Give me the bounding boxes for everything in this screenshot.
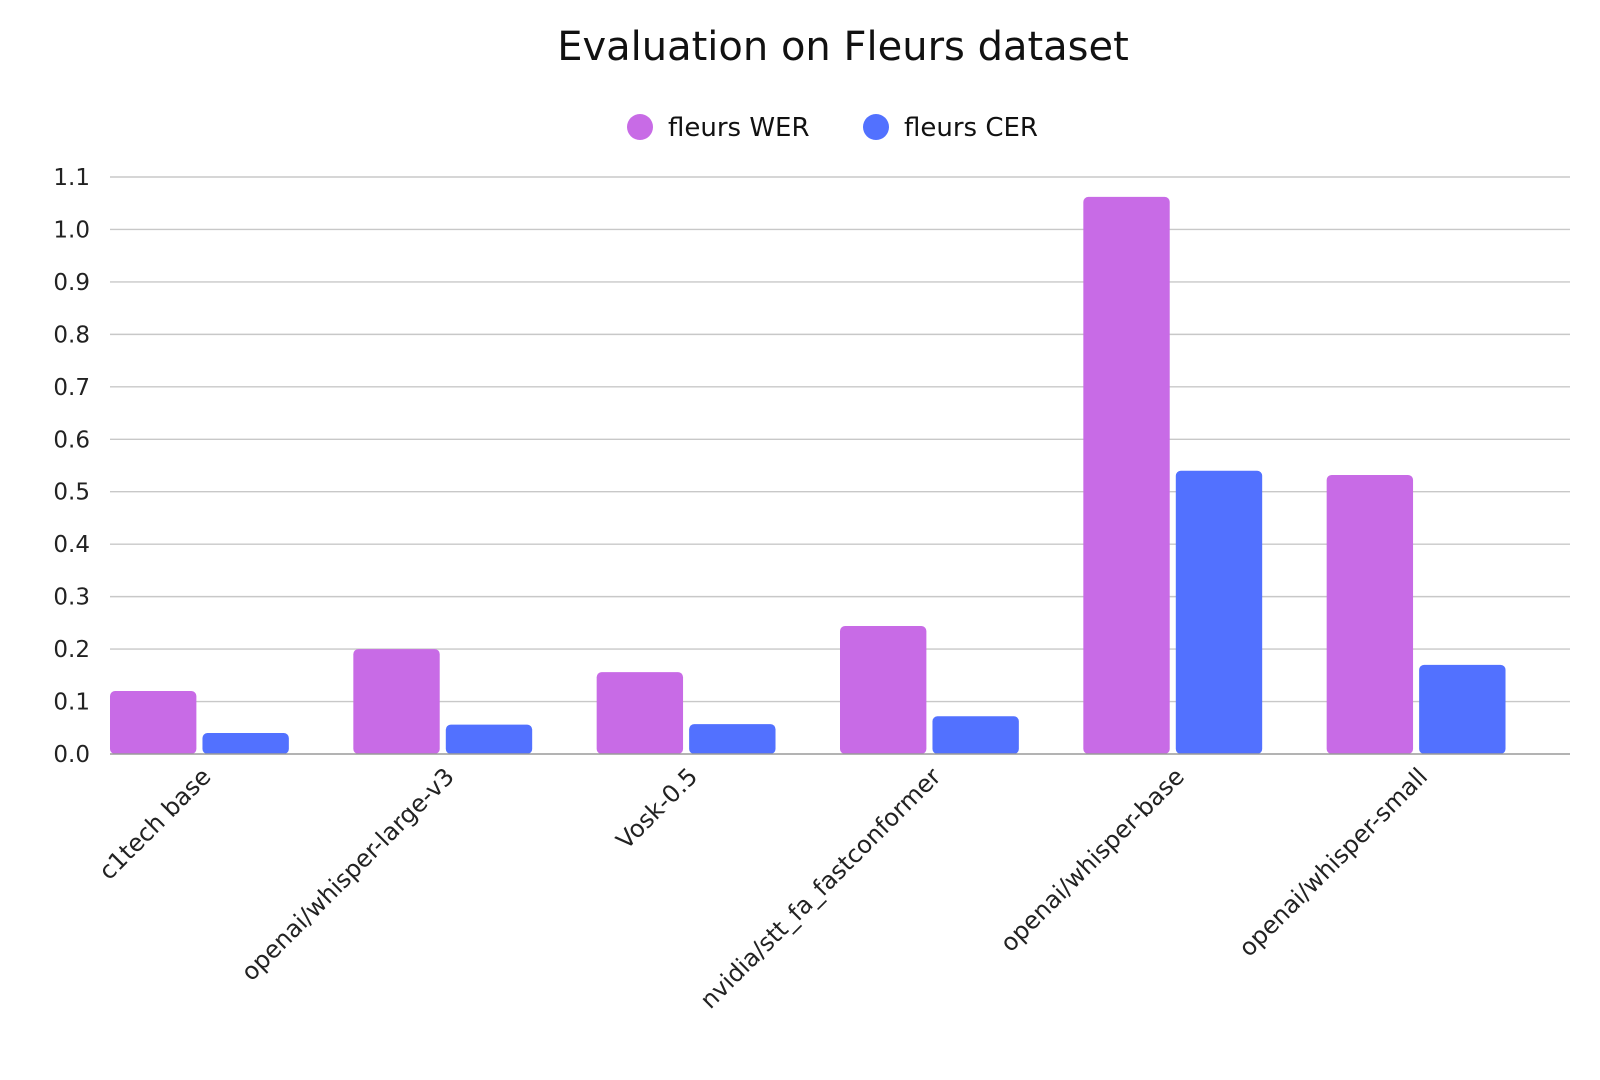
x-axis: c1tech base openai/whisper-large-v3 Vosk-0… [93,762,1433,1014]
bar-cer [1419,664,1506,754]
gridlines [110,176,1570,703]
bar-wer [1083,196,1170,754]
y-tick-label: 0.0 [53,742,90,768]
y-tick-label: 0.8 [53,322,90,348]
y-tick-label: 0.4 [53,532,90,558]
bar-wer [110,691,197,754]
x-tick-label: openai/whisper-small [1233,762,1433,962]
bar-cer [445,724,533,754]
y-tick-label: 0.9 [53,270,90,296]
legend: fleurs WER fleurs CER [627,113,1038,143]
chart-title: Evaluation on Fleurs dataset [557,24,1129,70]
x-tick-label: openai/whisper-large-v3 [236,762,460,986]
bar-cer [932,716,1019,754]
y-tick-label: 0.6 [53,427,90,453]
y-tick-label: 1.0 [53,217,90,243]
bar-wer [840,626,927,754]
bars [110,196,1506,754]
y-tick-label: 0.1 [53,690,90,716]
x-tick-label: nvidia/stt_fa_fastconformer [695,762,947,1014]
bar-cer [689,724,776,754]
y-tick-label: 0.3 [53,585,90,611]
bar-wer [596,672,684,754]
x-tick-label: openai/whisper-base [995,762,1190,957]
y-tick-label: 0.2 [53,637,90,663]
legend-marker-cer [863,114,889,140]
bar-cer [1175,470,1263,754]
y-axis: 0.0 0.1 0.2 0.3 0.4 0.5 0.6 0.7 0.8 0.9 1.0 1.1 [53,165,90,768]
x-tick-label: c1tech base [93,762,216,885]
x-tick-label: Vosk-0.5 [611,762,703,854]
y-tick-label: 0.7 [53,375,90,401]
bar-wer [353,649,440,754]
legend-marker-wer [627,114,653,140]
legend-label-wer: fleurs WER [668,113,810,143]
bar-wer [1326,474,1414,754]
y-tick-label: 1.1 [53,165,90,191]
bar-cer [202,733,289,754]
legend-label-cer: fleurs CER [904,113,1038,143]
y-tick-label: 0.5 [53,480,90,506]
